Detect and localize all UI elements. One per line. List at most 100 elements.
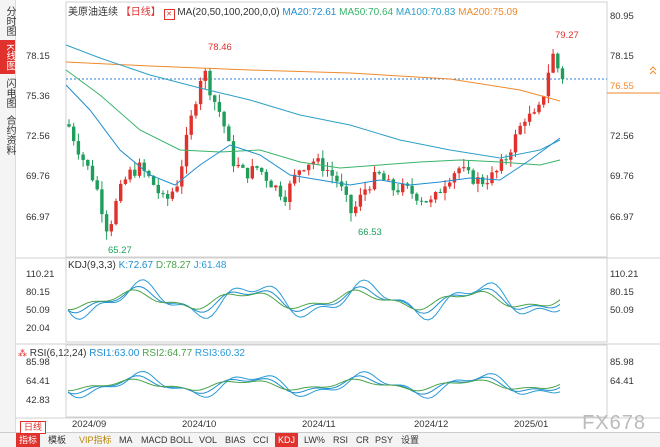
candle-body — [283, 196, 287, 202]
tab-vol[interactable]: VOL — [199, 435, 218, 445]
candle-body — [335, 175, 339, 182]
tab-kline[interactable]: K线图 — [0, 40, 15, 74]
kdj-lines — [67, 279, 561, 321]
candle-body — [123, 179, 128, 184]
tab-cci[interactable]: CCI — [253, 435, 269, 445]
candle-body — [269, 180, 273, 188]
candle-body — [161, 193, 165, 195]
tab-macd[interactable]: MACD — [141, 435, 168, 445]
kdj-axis-label-left: 80.15 — [26, 287, 50, 298]
price-axis-label: 66.97 — [610, 212, 634, 223]
candle-body — [551, 53, 555, 73]
candle-body — [217, 101, 222, 112]
tab-boll[interactable]: BOLL — [170, 435, 194, 445]
indicator-toolbar: 日线 指标 模板 VIP指标 MA MACD BOLL VOL BIAS CCI… — [0, 421, 660, 447]
candle-body — [527, 113, 532, 122]
candle-body — [471, 170, 475, 184]
gear-icon[interactable]: ✕ — [163, 9, 175, 20]
candle-body — [490, 172, 494, 184]
candle-body — [292, 174, 297, 184]
rsi-axis-label-left: 42.83 — [26, 395, 50, 406]
candle-body — [236, 164, 240, 167]
kdj-axis-label-left: 50.09 — [26, 305, 50, 316]
ma200-line — [65, 61, 561, 102]
candle-body — [368, 189, 372, 191]
indicator-button[interactable]: 指标 — [16, 433, 41, 447]
chart-canvas[interactable]: 78.46 79.27 65.27 66.53 — [0, 0, 660, 432]
tab-cr[interactable]: CR — [356, 435, 369, 445]
candle-body — [344, 186, 348, 195]
period-label[interactable]: 【日线】 — [120, 7, 161, 18]
ma50-line — [65, 69, 561, 169]
candle-body — [175, 186, 179, 192]
candle-body — [104, 214, 109, 232]
tab-contract-info[interactable]: 合约资料 — [4, 115, 15, 155]
tab-lw[interactable]: LW% — [304, 435, 325, 445]
candle-body — [391, 179, 395, 191]
chevron-up-icon[interactable] — [649, 66, 657, 75]
candle-body — [504, 159, 508, 161]
kdj-label: KDJ(9,3,3) — [68, 260, 116, 271]
candle-body — [133, 169, 137, 176]
candle-body — [128, 169, 132, 180]
candle-body — [485, 183, 489, 185]
tab-rsi[interactable]: RSI — [333, 435, 349, 445]
candle-body — [137, 162, 142, 176]
collapse-arrows[interactable] — [649, 66, 657, 75]
tab-kdj[interactable]: KDJ — [275, 433, 299, 447]
main-legend: 美原油连续 【日线】 ✕ MA(20,50,100,200,0,0) MA20:… — [68, 3, 518, 20]
tab-ma[interactable]: MA — [119, 435, 133, 445]
template-button[interactable]: 模板 — [48, 435, 67, 445]
ma20-line — [65, 84, 561, 186]
candle-body — [90, 165, 95, 181]
tab-flash[interactable]: 闪电图 — [4, 78, 15, 108]
candle-body — [307, 164, 311, 171]
candle-body — [213, 95, 217, 102]
settings-icon[interactable]: ⁂ — [18, 348, 27, 358]
candle-body — [302, 170, 306, 172]
tab-psy[interactable]: PSY — [375, 435, 394, 445]
kdj-j-value: J:61.48 — [193, 260, 227, 271]
candle-body — [241, 164, 245, 168]
candle-body — [67, 124, 71, 127]
current-price-label: 76.55 — [610, 81, 634, 92]
candle-body — [330, 170, 334, 176]
candle-body — [297, 170, 301, 175]
rsi3-value: RSI3:60.32 — [194, 348, 245, 359]
candle-body — [189, 115, 193, 135]
candle-body — [495, 170, 499, 173]
tab-timeshare[interactable]: 分时图 — [4, 6, 15, 36]
rsi3-line — [67, 378, 561, 392]
candle-body — [208, 70, 212, 96]
candle-body — [377, 171, 381, 174]
candle-body — [72, 126, 76, 142]
tab-bias[interactable]: BIAS — [225, 435, 246, 445]
candle-body — [457, 168, 461, 174]
rsi-label: RSI(6,12,24) — [29, 348, 87, 359]
candle-body — [349, 194, 353, 214]
settings-button[interactable]: 设置 — [401, 435, 420, 445]
rsi1-value: RSI1:63.00 — [89, 348, 140, 359]
rsi2-value: RSI2:64.77 — [142, 348, 193, 359]
rsi-legend: ⁂ RSI(6,12,24) RSI1:63.00 RSI2:64.77 RSI… — [18, 348, 245, 359]
date-label: 2024/10 — [182, 419, 217, 430]
candlestick-series — [67, 49, 565, 240]
candle-body — [321, 158, 325, 171]
candle-body — [354, 206, 358, 214]
kdj-d-value: D:78.27 — [155, 260, 191, 271]
candle-body — [433, 192, 438, 200]
vip-indicator-button[interactable]: VIP指标 — [79, 435, 112, 445]
candle-body — [114, 200, 118, 225]
date-label: 2024/12 — [414, 419, 449, 430]
candle-body — [363, 189, 367, 195]
candle-body — [151, 175, 156, 185]
candle-body — [480, 177, 485, 185]
candle-body — [532, 112, 536, 114]
candle-body — [448, 182, 452, 187]
price-axis-label-left: 72.56 — [26, 131, 50, 142]
candle-body — [100, 189, 104, 215]
candle-body — [560, 68, 565, 80]
high-left-marker: 78.46 — [208, 42, 232, 53]
price-axis-label-left: 66.97 — [26, 212, 50, 223]
kdj-axis-label-left: 20.04 — [26, 323, 50, 334]
